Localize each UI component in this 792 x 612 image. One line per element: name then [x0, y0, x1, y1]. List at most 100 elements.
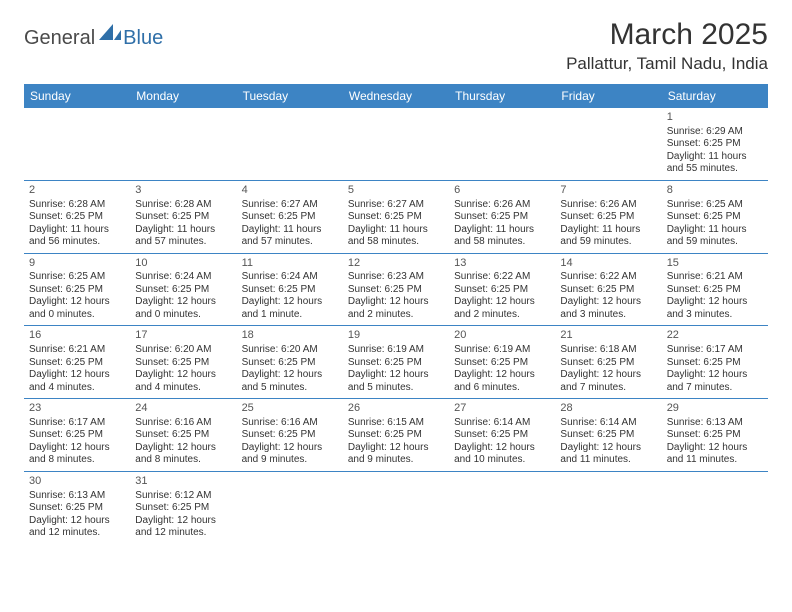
sunrise-text: Sunrise: 6:17 AM	[667, 344, 763, 357]
daylight-text: Daylight: 12 hours	[135, 296, 231, 309]
sunrise-text: Sunrise: 6:14 AM	[454, 417, 550, 430]
daylight-text: Daylight: 12 hours	[135, 442, 231, 455]
daylight-text: and 8 minutes.	[29, 454, 125, 467]
day-number: 18	[242, 329, 338, 343]
weekday-header: Saturday	[662, 84, 768, 108]
daylight-text: and 7 minutes.	[667, 382, 763, 395]
sunrise-text: Sunrise: 6:21 AM	[29, 344, 125, 357]
sunrise-text: Sunrise: 6:18 AM	[560, 344, 656, 357]
sunset-text: Sunset: 6:25 PM	[667, 138, 763, 151]
sunrise-text: Sunrise: 6:20 AM	[135, 344, 231, 357]
sunrise-text: Sunrise: 6:13 AM	[667, 417, 763, 430]
calendar-cell: 6Sunrise: 6:26 AMSunset: 6:25 PMDaylight…	[449, 180, 555, 253]
sunset-text: Sunset: 6:25 PM	[454, 284, 550, 297]
daylight-text: Daylight: 12 hours	[667, 442, 763, 455]
sail-icon	[99, 24, 121, 45]
calendar-cell: 3Sunrise: 6:28 AMSunset: 6:25 PMDaylight…	[130, 180, 236, 253]
day-number: 11	[242, 257, 338, 271]
sunrise-text: Sunrise: 6:22 AM	[560, 271, 656, 284]
daylight-text: Daylight: 12 hours	[667, 369, 763, 382]
sunrise-text: Sunrise: 6:23 AM	[348, 271, 444, 284]
sunrise-text: Sunrise: 6:17 AM	[29, 417, 125, 430]
calendar-cell: 20Sunrise: 6:19 AMSunset: 6:25 PMDayligh…	[449, 326, 555, 399]
weekday-header-row: Sunday Monday Tuesday Wednesday Thursday…	[24, 84, 768, 108]
day-number: 15	[667, 257, 763, 271]
calendar-cell	[449, 108, 555, 180]
sunrise-text: Sunrise: 6:15 AM	[348, 417, 444, 430]
calendar-cell: 27Sunrise: 6:14 AMSunset: 6:25 PMDayligh…	[449, 399, 555, 472]
calendar-row: 16Sunrise: 6:21 AMSunset: 6:25 PMDayligh…	[24, 326, 768, 399]
day-number: 6	[454, 184, 550, 198]
daylight-text: and 57 minutes.	[135, 236, 231, 249]
sunrise-text: Sunrise: 6:21 AM	[667, 271, 763, 284]
sunset-text: Sunset: 6:25 PM	[29, 211, 125, 224]
calendar-cell: 30Sunrise: 6:13 AMSunset: 6:25 PMDayligh…	[24, 471, 130, 543]
daylight-text: Daylight: 11 hours	[667, 224, 763, 237]
sunset-text: Sunset: 6:25 PM	[348, 429, 444, 442]
sunset-text: Sunset: 6:25 PM	[29, 502, 125, 515]
weekday-header: Thursday	[449, 84, 555, 108]
sunrise-text: Sunrise: 6:25 AM	[29, 271, 125, 284]
day-number: 13	[454, 257, 550, 271]
day-number: 5	[348, 184, 444, 198]
sunset-text: Sunset: 6:25 PM	[135, 284, 231, 297]
daylight-text: and 6 minutes.	[454, 382, 550, 395]
daylight-text: and 8 minutes.	[135, 454, 231, 467]
calendar-cell: 25Sunrise: 6:16 AMSunset: 6:25 PMDayligh…	[237, 399, 343, 472]
sunset-text: Sunset: 6:25 PM	[242, 211, 338, 224]
sunrise-text: Sunrise: 6:22 AM	[454, 271, 550, 284]
sunset-text: Sunset: 6:25 PM	[454, 429, 550, 442]
calendar-cell	[237, 471, 343, 543]
day-number: 4	[242, 184, 338, 198]
sunset-text: Sunset: 6:25 PM	[560, 211, 656, 224]
daylight-text: and 9 minutes.	[242, 454, 338, 467]
calendar-cell: 10Sunrise: 6:24 AMSunset: 6:25 PMDayligh…	[130, 253, 236, 326]
daylight-text: Daylight: 11 hours	[454, 224, 550, 237]
daylight-text: Daylight: 12 hours	[348, 369, 444, 382]
daylight-text: Daylight: 11 hours	[348, 224, 444, 237]
sunrise-text: Sunrise: 6:25 AM	[667, 199, 763, 212]
daylight-text: Daylight: 12 hours	[29, 369, 125, 382]
daylight-text: and 57 minutes.	[242, 236, 338, 249]
weekday-header: Monday	[130, 84, 236, 108]
daylight-text: and 58 minutes.	[454, 236, 550, 249]
daylight-text: and 3 minutes.	[667, 309, 763, 322]
sunset-text: Sunset: 6:25 PM	[348, 357, 444, 370]
calendar-cell	[555, 471, 661, 543]
day-number: 31	[135, 475, 231, 489]
daylight-text: Daylight: 11 hours	[560, 224, 656, 237]
calendar-cell	[237, 108, 343, 180]
calendar-row: 9Sunrise: 6:25 AMSunset: 6:25 PMDaylight…	[24, 253, 768, 326]
sunrise-text: Sunrise: 6:29 AM	[667, 126, 763, 139]
day-number: 7	[560, 184, 656, 198]
sunset-text: Sunset: 6:25 PM	[560, 429, 656, 442]
daylight-text: and 1 minute.	[242, 309, 338, 322]
calendar-cell: 7Sunrise: 6:26 AMSunset: 6:25 PMDaylight…	[555, 180, 661, 253]
day-number: 17	[135, 329, 231, 343]
calendar-cell	[130, 108, 236, 180]
daylight-text: Daylight: 12 hours	[454, 442, 550, 455]
daylight-text: and 2 minutes.	[348, 309, 444, 322]
logo-text-blue: Blue	[123, 27, 163, 50]
location: Pallattur, Tamil Nadu, India	[566, 54, 768, 74]
calendar-row: 30Sunrise: 6:13 AMSunset: 6:25 PMDayligh…	[24, 471, 768, 543]
calendar-cell: 5Sunrise: 6:27 AMSunset: 6:25 PMDaylight…	[343, 180, 449, 253]
day-number: 14	[560, 257, 656, 271]
daylight-text: and 5 minutes.	[242, 382, 338, 395]
daylight-text: Daylight: 12 hours	[29, 442, 125, 455]
day-number: 16	[29, 329, 125, 343]
sunset-text: Sunset: 6:25 PM	[242, 357, 338, 370]
daylight-text: Daylight: 12 hours	[242, 369, 338, 382]
daylight-text: Daylight: 12 hours	[560, 369, 656, 382]
day-number: 30	[29, 475, 125, 489]
sunset-text: Sunset: 6:25 PM	[454, 357, 550, 370]
daylight-text: and 12 minutes.	[135, 527, 231, 540]
title-block: March 2025 Pallattur, Tamil Nadu, India	[566, 18, 768, 74]
daylight-text: Daylight: 12 hours	[560, 296, 656, 309]
calendar-cell: 26Sunrise: 6:15 AMSunset: 6:25 PMDayligh…	[343, 399, 449, 472]
daylight-text: Daylight: 12 hours	[454, 296, 550, 309]
calendar-row: 1Sunrise: 6:29 AMSunset: 6:25 PMDaylight…	[24, 108, 768, 180]
month-title: March 2025	[566, 18, 768, 52]
sunset-text: Sunset: 6:25 PM	[135, 429, 231, 442]
daylight-text: Daylight: 11 hours	[135, 224, 231, 237]
